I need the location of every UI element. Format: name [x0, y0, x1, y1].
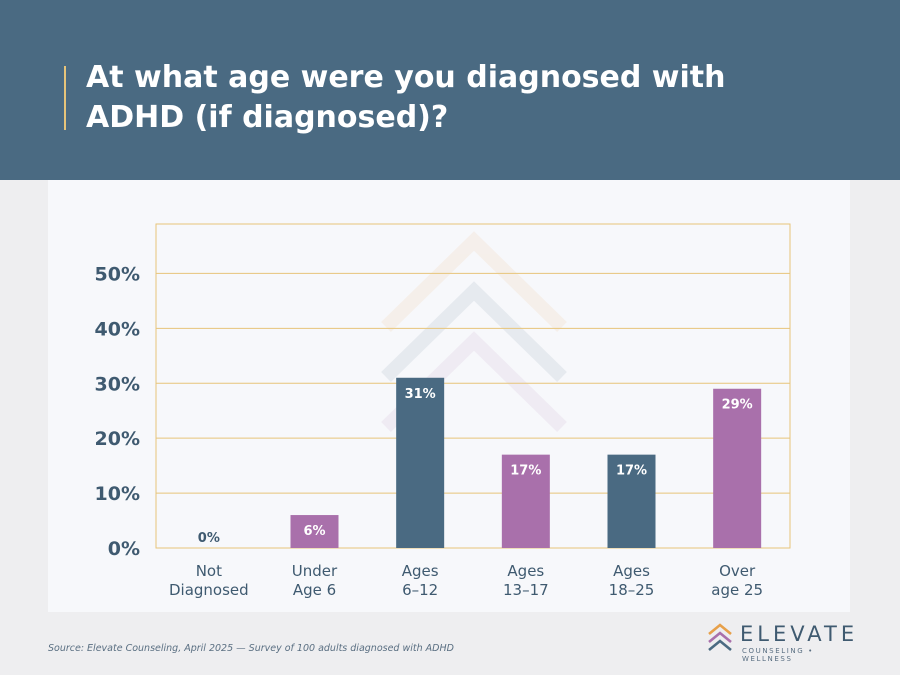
x-tick-label: Age 6	[293, 581, 336, 599]
x-tick-label: Ages	[613, 562, 650, 580]
bar	[607, 454, 656, 548]
bar	[501, 454, 550, 548]
x-tick-label: Over	[719, 562, 756, 580]
data-label: 17%	[616, 464, 647, 479]
y-tick-label: 20%	[95, 428, 140, 450]
logo-tagline: COUNSELING • WELLNESS	[742, 647, 814, 663]
bar	[396, 377, 445, 548]
y-tick-label: 40%	[95, 318, 140, 340]
x-tick-label: 6–12	[402, 581, 438, 599]
y-tick-label: 10%	[95, 483, 140, 505]
x-tick-label: age 25	[711, 581, 763, 599]
chart-card: 0% 10% 20% 30% 40% 50% 0% Not Diagnosed 6% Under Ag…	[48, 180, 850, 612]
page-title: At what age were you diagnosed with ADHD…	[86, 60, 726, 135]
y-tick-label: 50%	[95, 263, 140, 285]
y-tick-label: 30%	[95, 373, 140, 395]
elevate-logo: ELEVATE COUNSELING • WELLNESS	[706, 622, 859, 663]
data-label: 6%	[303, 524, 325, 539]
x-tick-label: 13–17	[503, 581, 549, 599]
data-label: 0%	[198, 531, 220, 546]
x-tick-label: Ages	[402, 562, 439, 580]
bar-chart: 0%10%20%30%40%50%0%NotDiagnosed6%UnderAg…	[95, 223, 791, 599]
x-tick-label: Not	[196, 562, 222, 580]
x-tick-label: Under	[292, 562, 338, 580]
logo-name: ELEVATE	[740, 622, 859, 646]
x-tick-label: Diagnosed	[169, 581, 249, 599]
chevron-logo-icon	[708, 623, 732, 652]
y-tick-label: 0%	[108, 538, 140, 560]
data-label: 17%	[510, 464, 541, 479]
bar	[290, 515, 339, 548]
bar	[713, 388, 762, 548]
x-tick-label: Ages	[507, 562, 544, 580]
x-tick-label: 18–25	[609, 581, 655, 599]
data-label: 31%	[405, 387, 436, 402]
plot-frame	[155, 223, 791, 549]
title-accent-bar	[64, 66, 66, 130]
header-banner: At what age were you diagnosed with ADHD…	[0, 0, 900, 180]
data-label: 29%	[722, 398, 753, 413]
source-note: Source: Elevate Counseling, April 2025 —…	[48, 643, 454, 654]
